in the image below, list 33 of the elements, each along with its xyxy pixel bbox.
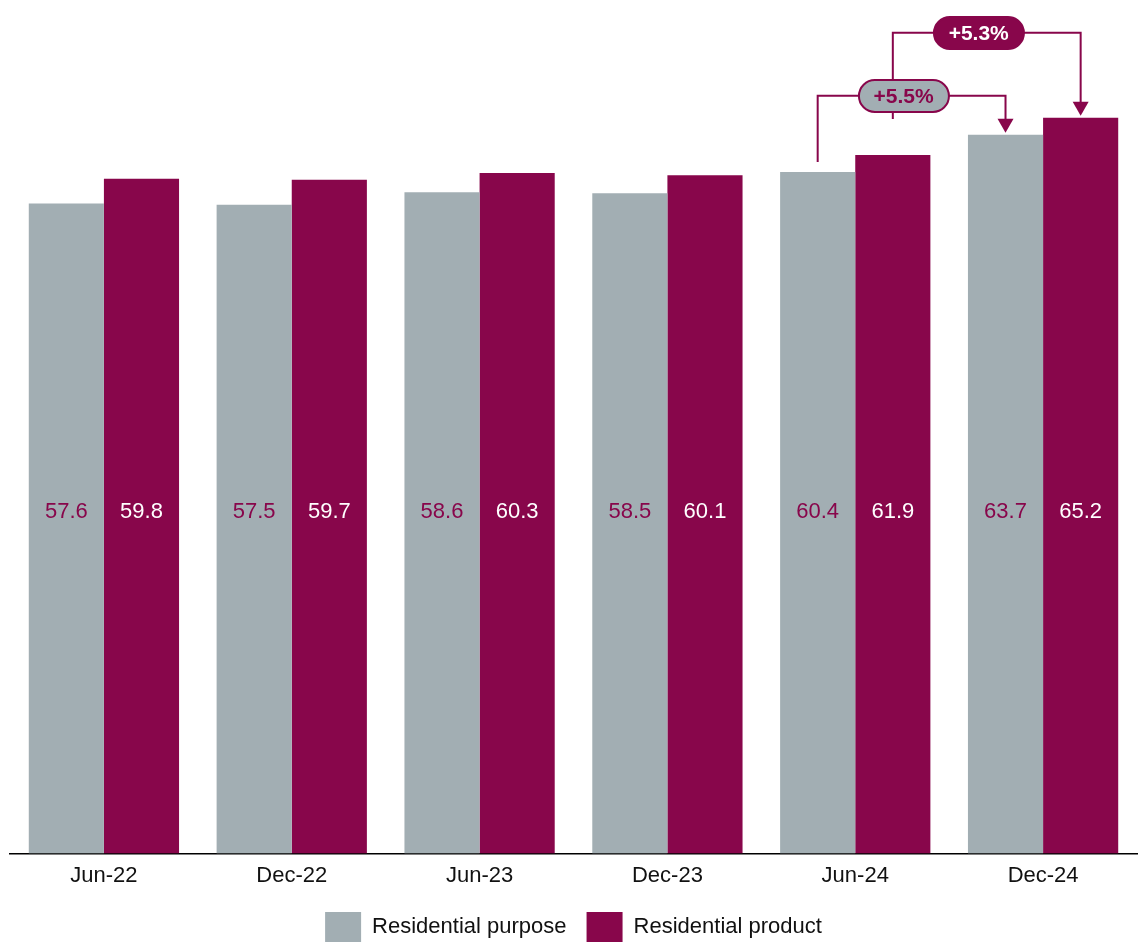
x-tick-label: Jun-24 [821, 861, 889, 887]
data-label: 58.6 [420, 498, 464, 524]
data-label: 59.8 [120, 498, 163, 524]
bar [667, 175, 743, 854]
text: +5.5% [857, 78, 950, 113]
legend-label: Residential product [633, 913, 822, 939]
data-label: 59.7 [307, 498, 351, 524]
data-label: 61.9 [871, 498, 915, 524]
legend-label: Residential purpose [372, 913, 567, 939]
bar [479, 173, 555, 854]
bar [855, 154, 931, 854]
x-tick-label: Dec-22 [256, 861, 328, 887]
bar [780, 171, 856, 854]
bar [28, 203, 104, 854]
data-label: 63.7 [984, 498, 1027, 524]
data-label: 60.4 [796, 498, 840, 524]
text: +5.3% [932, 15, 1025, 50]
bar [216, 204, 292, 854]
x-tick-label: Dec-23 [631, 861, 703, 887]
data-label: 60.3 [495, 498, 539, 524]
data-label: 60.1 [683, 498, 727, 524]
bar [592, 193, 668, 854]
data-label: 57.6 [44, 498, 88, 524]
data-label: 58.5 [608, 498, 652, 524]
data-label: 57.5 [232, 498, 276, 524]
bar [967, 134, 1044, 854]
x-tick-label: Jun-22 [70, 861, 138, 887]
x-tick-label: Dec-24 [1007, 861, 1079, 887]
x-tick-label: Jun-23 [445, 861, 514, 887]
bar [291, 179, 367, 854]
bar [404, 192, 480, 854]
data-label: 65.2 [1059, 498, 1103, 524]
bar [103, 178, 180, 854]
